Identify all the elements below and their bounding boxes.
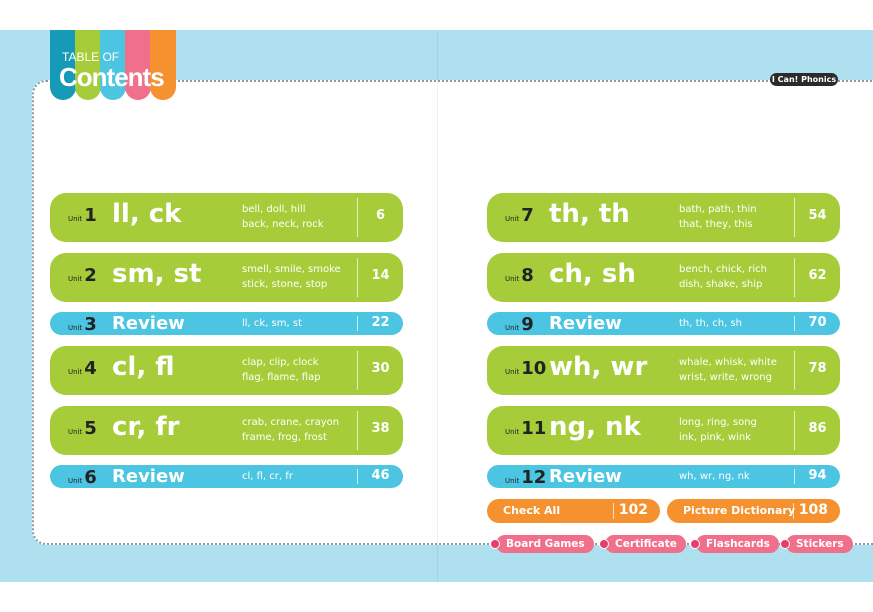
- bullet-icon: [599, 539, 609, 549]
- unit-number: Unit 4: [68, 358, 97, 379]
- unit-title: Review: [549, 466, 622, 487]
- page-number: 70: [808, 315, 827, 330]
- page-fold: [437, 30, 438, 582]
- unit-title: sm, st: [112, 259, 202, 289]
- unit-words: cl, fl, cr, fr: [242, 471, 293, 482]
- unit-row[interactable]: Unit 1 ll, ck bell, doll, hill back, neck, r…: [50, 193, 403, 242]
- tag-label: Stickers: [796, 538, 844, 550]
- unit-number: Unit 12: [505, 467, 547, 488]
- unit-words: ll, ck, sm, st: [242, 318, 302, 329]
- unit-row[interactable]: Unit 10 wh, wr whale, whisk, white wrist, wr…: [487, 346, 840, 395]
- unit-title: cl, fl: [112, 352, 175, 382]
- bullet-icon: [780, 539, 790, 549]
- page-number: 14: [371, 268, 390, 283]
- unit-row[interactable]: Unit 9 Review th, th, ch, sh 70: [487, 312, 840, 335]
- unit-number: Unit 1: [68, 205, 97, 226]
- flashcards-tag[interactable]: Flashcards: [690, 535, 779, 553]
- unit-row[interactable]: Unit 5 cr, fr crab, crane, crayon frame, fro…: [50, 406, 403, 455]
- unit-title: ch, sh: [549, 259, 636, 289]
- unit-title: Review: [112, 313, 185, 334]
- unit-title: Review: [549, 313, 622, 334]
- unit-title: wh, wr: [549, 352, 648, 382]
- extra-label: Check All: [503, 504, 561, 517]
- unit-words: smell, smile, smoke stick, stone, stop: [242, 264, 341, 290]
- page-number: 6: [375, 208, 386, 223]
- unit-row[interactable]: Unit 7 th, th bath, path, thin that, they, t…: [487, 193, 840, 242]
- page-number: 38: [371, 421, 390, 436]
- unit-number: Unit 8: [505, 265, 534, 286]
- board-games-tag[interactable]: Board Games: [490, 535, 594, 553]
- unit-title: ll, ck: [112, 199, 182, 229]
- unit-words: bench, chick, rich dish, shake, ship: [679, 264, 768, 290]
- unit-number: Unit 2: [68, 265, 97, 286]
- unit-title: th, th: [549, 199, 630, 229]
- page-title: Contents: [59, 62, 165, 92]
- page-number: 62: [808, 268, 827, 283]
- certificate-tag[interactable]: Certificate: [599, 535, 686, 553]
- brand-badge: I Can! Phonics: [770, 73, 838, 86]
- page-number: 22: [371, 315, 390, 330]
- unit-number: Unit 6: [68, 467, 97, 488]
- unit-words: th, th, ch, sh: [679, 318, 742, 329]
- unit-row[interactable]: Unit 6 Review cl, fl, cr, fr 46: [50, 465, 403, 488]
- unit-number: Unit 10: [505, 358, 547, 379]
- unit-words: crab, crane, crayon frame, frog, frost: [242, 417, 340, 443]
- unit-words: long, ring, song ink, pink, wink: [679, 417, 757, 443]
- unit-title: ng, nk: [549, 412, 641, 442]
- stickers-tag[interactable]: Stickers: [780, 535, 853, 553]
- extra-page: 108: [798, 502, 828, 518]
- page-number: 78: [808, 361, 827, 376]
- tag-label: Flashcards: [706, 538, 770, 550]
- unit-number: Unit 3: [68, 314, 97, 335]
- unit-number: Unit 7: [505, 205, 534, 226]
- unit-number: Unit 11: [505, 418, 547, 439]
- page-number: 46: [371, 468, 390, 483]
- unit-row[interactable]: Unit 11 ng, nk long, ring, song ink, pink, w…: [487, 406, 840, 455]
- unit-title: cr, fr: [112, 412, 180, 442]
- table-of-contents-logo: TABLE OF Contents: [50, 30, 176, 100]
- page-number: 54: [808, 208, 827, 223]
- unit-words: bath, path, thin that, they, this: [679, 204, 757, 230]
- bullet-icon: [490, 539, 500, 549]
- page-number: 86: [808, 421, 827, 436]
- tag-label: Board Games: [506, 538, 585, 550]
- unit-title: Review: [112, 466, 185, 487]
- unit-row[interactable]: Unit 3 Review ll, ck, sm, st 22: [50, 312, 403, 335]
- unit-number: Unit 5: [68, 418, 97, 439]
- unit-words: wh, wr, ng, nk: [679, 471, 750, 482]
- title-small: TABLE OF: [62, 50, 120, 64]
- unit-row[interactable]: Unit 2 sm, st smell, smile, smoke stick, sto…: [50, 253, 403, 302]
- unit-words: bell, doll, hill back, neck, rock: [242, 204, 324, 230]
- extra-page: 102: [618, 502, 648, 518]
- picture-dictionary-button[interactable]: Picture Dictionary 108: [667, 499, 840, 523]
- bullet-icon: [690, 539, 700, 549]
- unit-row[interactable]: Unit 8 ch, sh bench, chick, rich dish, shake…: [487, 253, 840, 302]
- tag-label: Certificate: [615, 538, 677, 550]
- unit-number: Unit 9: [505, 314, 534, 335]
- unit-row[interactable]: Unit 4 cl, fl clap, clip, clock flag, flame,…: [50, 346, 403, 395]
- page-number: 94: [808, 468, 827, 483]
- extra-label: Picture Dictionary: [683, 504, 796, 517]
- page-number: 30: [371, 361, 390, 376]
- unit-words: clap, clip, clock flag, flame, flap: [242, 357, 321, 383]
- unit-row[interactable]: Unit 12 Review wh, wr, ng, nk 94: [487, 465, 840, 488]
- check-all-button[interactable]: Check All 102: [487, 499, 660, 523]
- unit-words: whale, whisk, white wrist, write, wrong: [679, 357, 777, 383]
